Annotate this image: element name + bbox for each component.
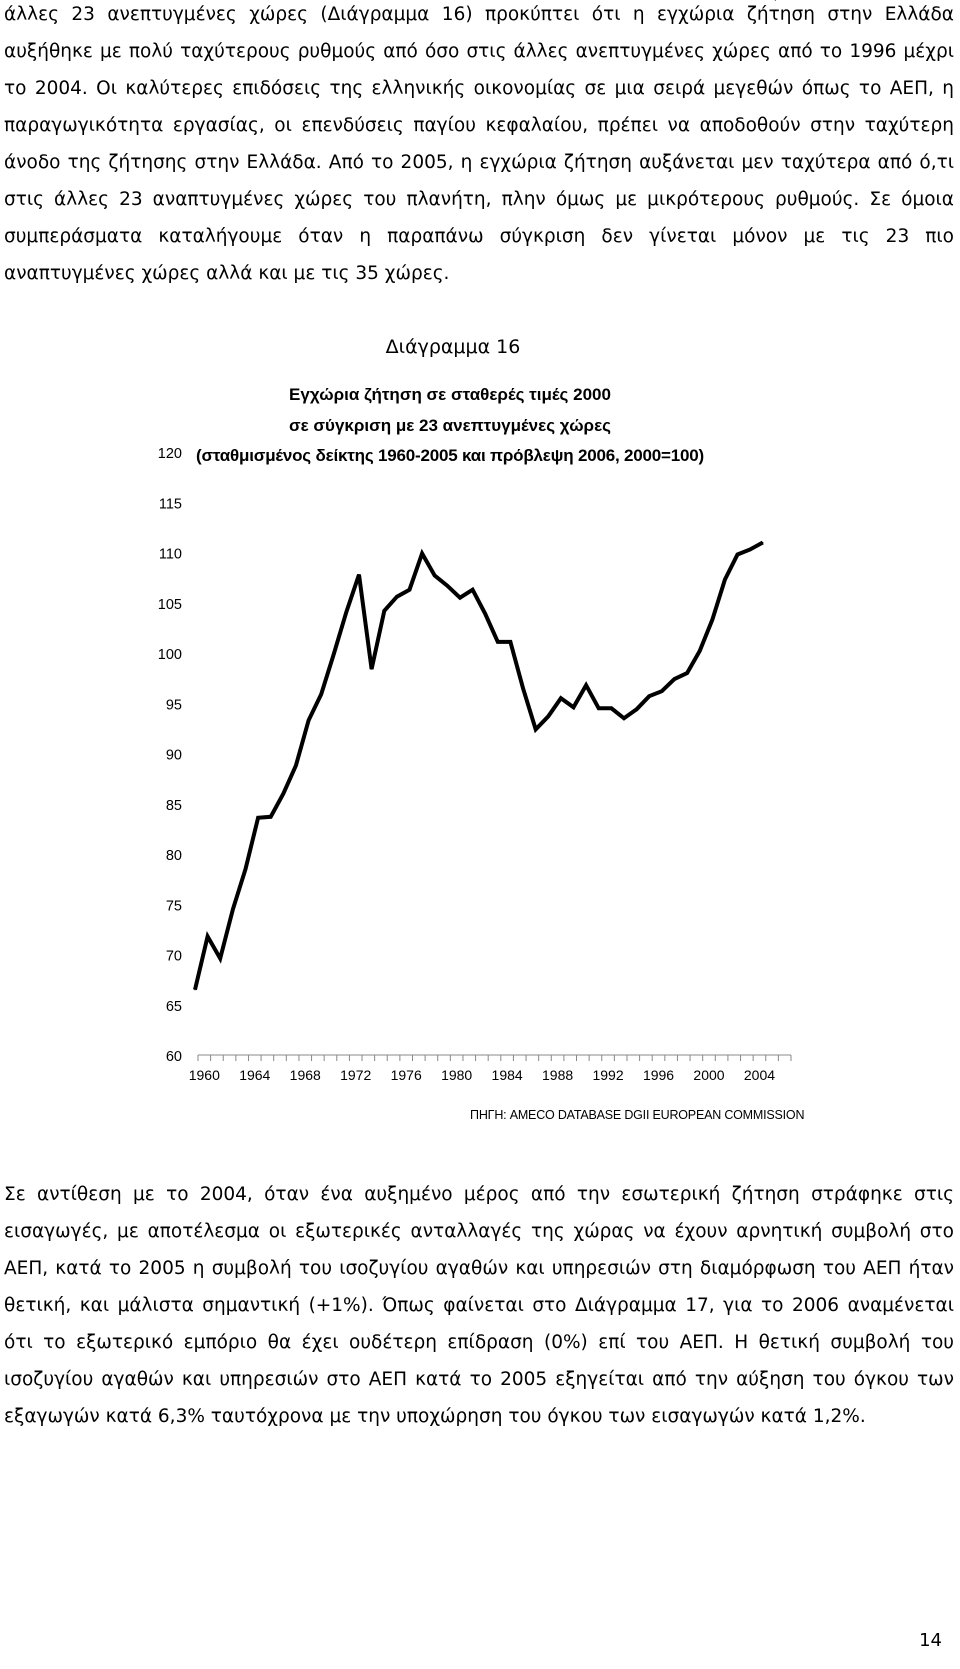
data-point <box>345 611 347 613</box>
data-point <box>333 653 335 655</box>
x-tick-label: 1972 <box>340 1067 371 1083</box>
data-point <box>257 817 259 819</box>
data-point <box>320 693 322 695</box>
data-point <box>648 695 650 697</box>
data-point <box>232 908 234 910</box>
data-point <box>282 793 284 795</box>
data-point <box>585 684 587 686</box>
data-point <box>358 574 360 576</box>
x-tick-label: 1960 <box>189 1067 220 1083</box>
data-point <box>472 589 474 591</box>
body-paragraph: Σε αντίθεση με το 2004, όταν ένα αυξημέν… <box>4 1184 954 1427</box>
data-point <box>736 553 739 556</box>
data-point <box>497 641 499 643</box>
chart-title-line-2: σε σύγκριση με 23 ανεπτυγμένες χώρες <box>289 416 611 435</box>
data-point <box>270 816 272 818</box>
series-line-domestic-demand <box>193 540 764 991</box>
x-axis <box>197 1054 792 1061</box>
y-tick-label: 65 <box>166 999 182 1015</box>
y-tick-label: 85 <box>166 798 182 814</box>
data-point <box>295 765 297 767</box>
x-tick-label: 2004 <box>744 1067 775 1083</box>
data-point <box>560 697 562 699</box>
chart-title-line-3: (σταθμισμένος δείκτης 1960-2005 και πρόβ… <box>196 446 704 465</box>
x-tick-label: 1964 <box>239 1067 270 1083</box>
x-tick-label: 1996 <box>643 1067 674 1083</box>
x-tick-label: 2000 <box>693 1067 724 1083</box>
data-point <box>194 989 196 991</box>
x-tick-label: 1992 <box>592 1067 623 1083</box>
data-point <box>383 610 385 612</box>
data-point <box>749 548 751 551</box>
y-tick-label: 95 <box>166 697 182 713</box>
y-tick-label: 105 <box>158 597 182 613</box>
y-tick-label: 90 <box>166 748 182 764</box>
page-number: 14 <box>919 1630 942 1651</box>
x-tick-label: 1980 <box>441 1067 472 1083</box>
series-layer <box>193 0 776 991</box>
y-tick-label: 80 <box>166 848 182 864</box>
data-point <box>484 613 486 615</box>
source-note: ΠΗΓΗ: AMECO DATABASE DGII EUROPEAN COMMI… <box>470 1108 805 1122</box>
data-point <box>446 585 448 587</box>
y-tick-label: 100 <box>158 647 182 663</box>
data-point <box>724 579 726 581</box>
y-tick-label: 60 <box>166 1049 182 1065</box>
data-point <box>762 541 764 544</box>
y-tick-label: 110 <box>159 547 182 563</box>
data-point <box>636 708 638 710</box>
data-point <box>408 589 411 591</box>
data-point <box>699 650 701 652</box>
data-point <box>371 668 373 670</box>
data-point <box>610 707 613 709</box>
data-point <box>207 935 209 938</box>
data-point <box>598 707 600 709</box>
x-axis-labels: 1960 1964 1968 1972 1976 1980 1984 1988 1992 1996… <box>189 1067 776 1083</box>
data-point <box>308 719 310 721</box>
data-point <box>396 596 398 598</box>
data-point <box>434 575 436 577</box>
data-point <box>686 672 688 674</box>
y-tick-label: 115 <box>159 496 182 512</box>
data-point <box>774 0 776 1</box>
data-point <box>421 552 423 555</box>
data-point <box>711 619 713 621</box>
y-tick-label: 70 <box>166 949 182 965</box>
data-point <box>661 690 663 692</box>
y-tick-label: 120 <box>158 446 182 462</box>
intro-paragraph: άλλες 23 ανεπτυγμένες χώρες (Διάγραμμα 1… <box>4 4 954 284</box>
domestic-demand-line-chart: 120 115 110 105 100 95 90 85 80 75 70 65 60 1960 1964… <box>158 0 792 1083</box>
y-axis-labels: 120 115 110 105 100 95 90 85 80 75 70 65 60 <box>158 446 182 1065</box>
chart-title-line-1: Εγχώρια ζήτηση σε σταθερές τιμές 2000 <box>289 385 611 404</box>
data-point <box>673 678 676 680</box>
data-point <box>522 687 524 689</box>
x-tick-label: 1984 <box>492 1067 523 1083</box>
y-tick-label: 75 <box>166 898 182 914</box>
data-point <box>219 957 221 960</box>
data-point <box>509 641 511 643</box>
data-point <box>459 597 461 599</box>
diagram-label: Διάγραμμα 16 <box>385 336 521 358</box>
x-tick-label: 1988 <box>542 1067 573 1083</box>
x-tick-label: 1968 <box>290 1067 321 1083</box>
data-point <box>244 868 247 870</box>
data-point <box>572 706 575 708</box>
x-tick-label: 1976 <box>391 1067 422 1083</box>
data-point <box>623 717 625 719</box>
data-point <box>547 715 549 717</box>
data-point <box>535 728 537 731</box>
